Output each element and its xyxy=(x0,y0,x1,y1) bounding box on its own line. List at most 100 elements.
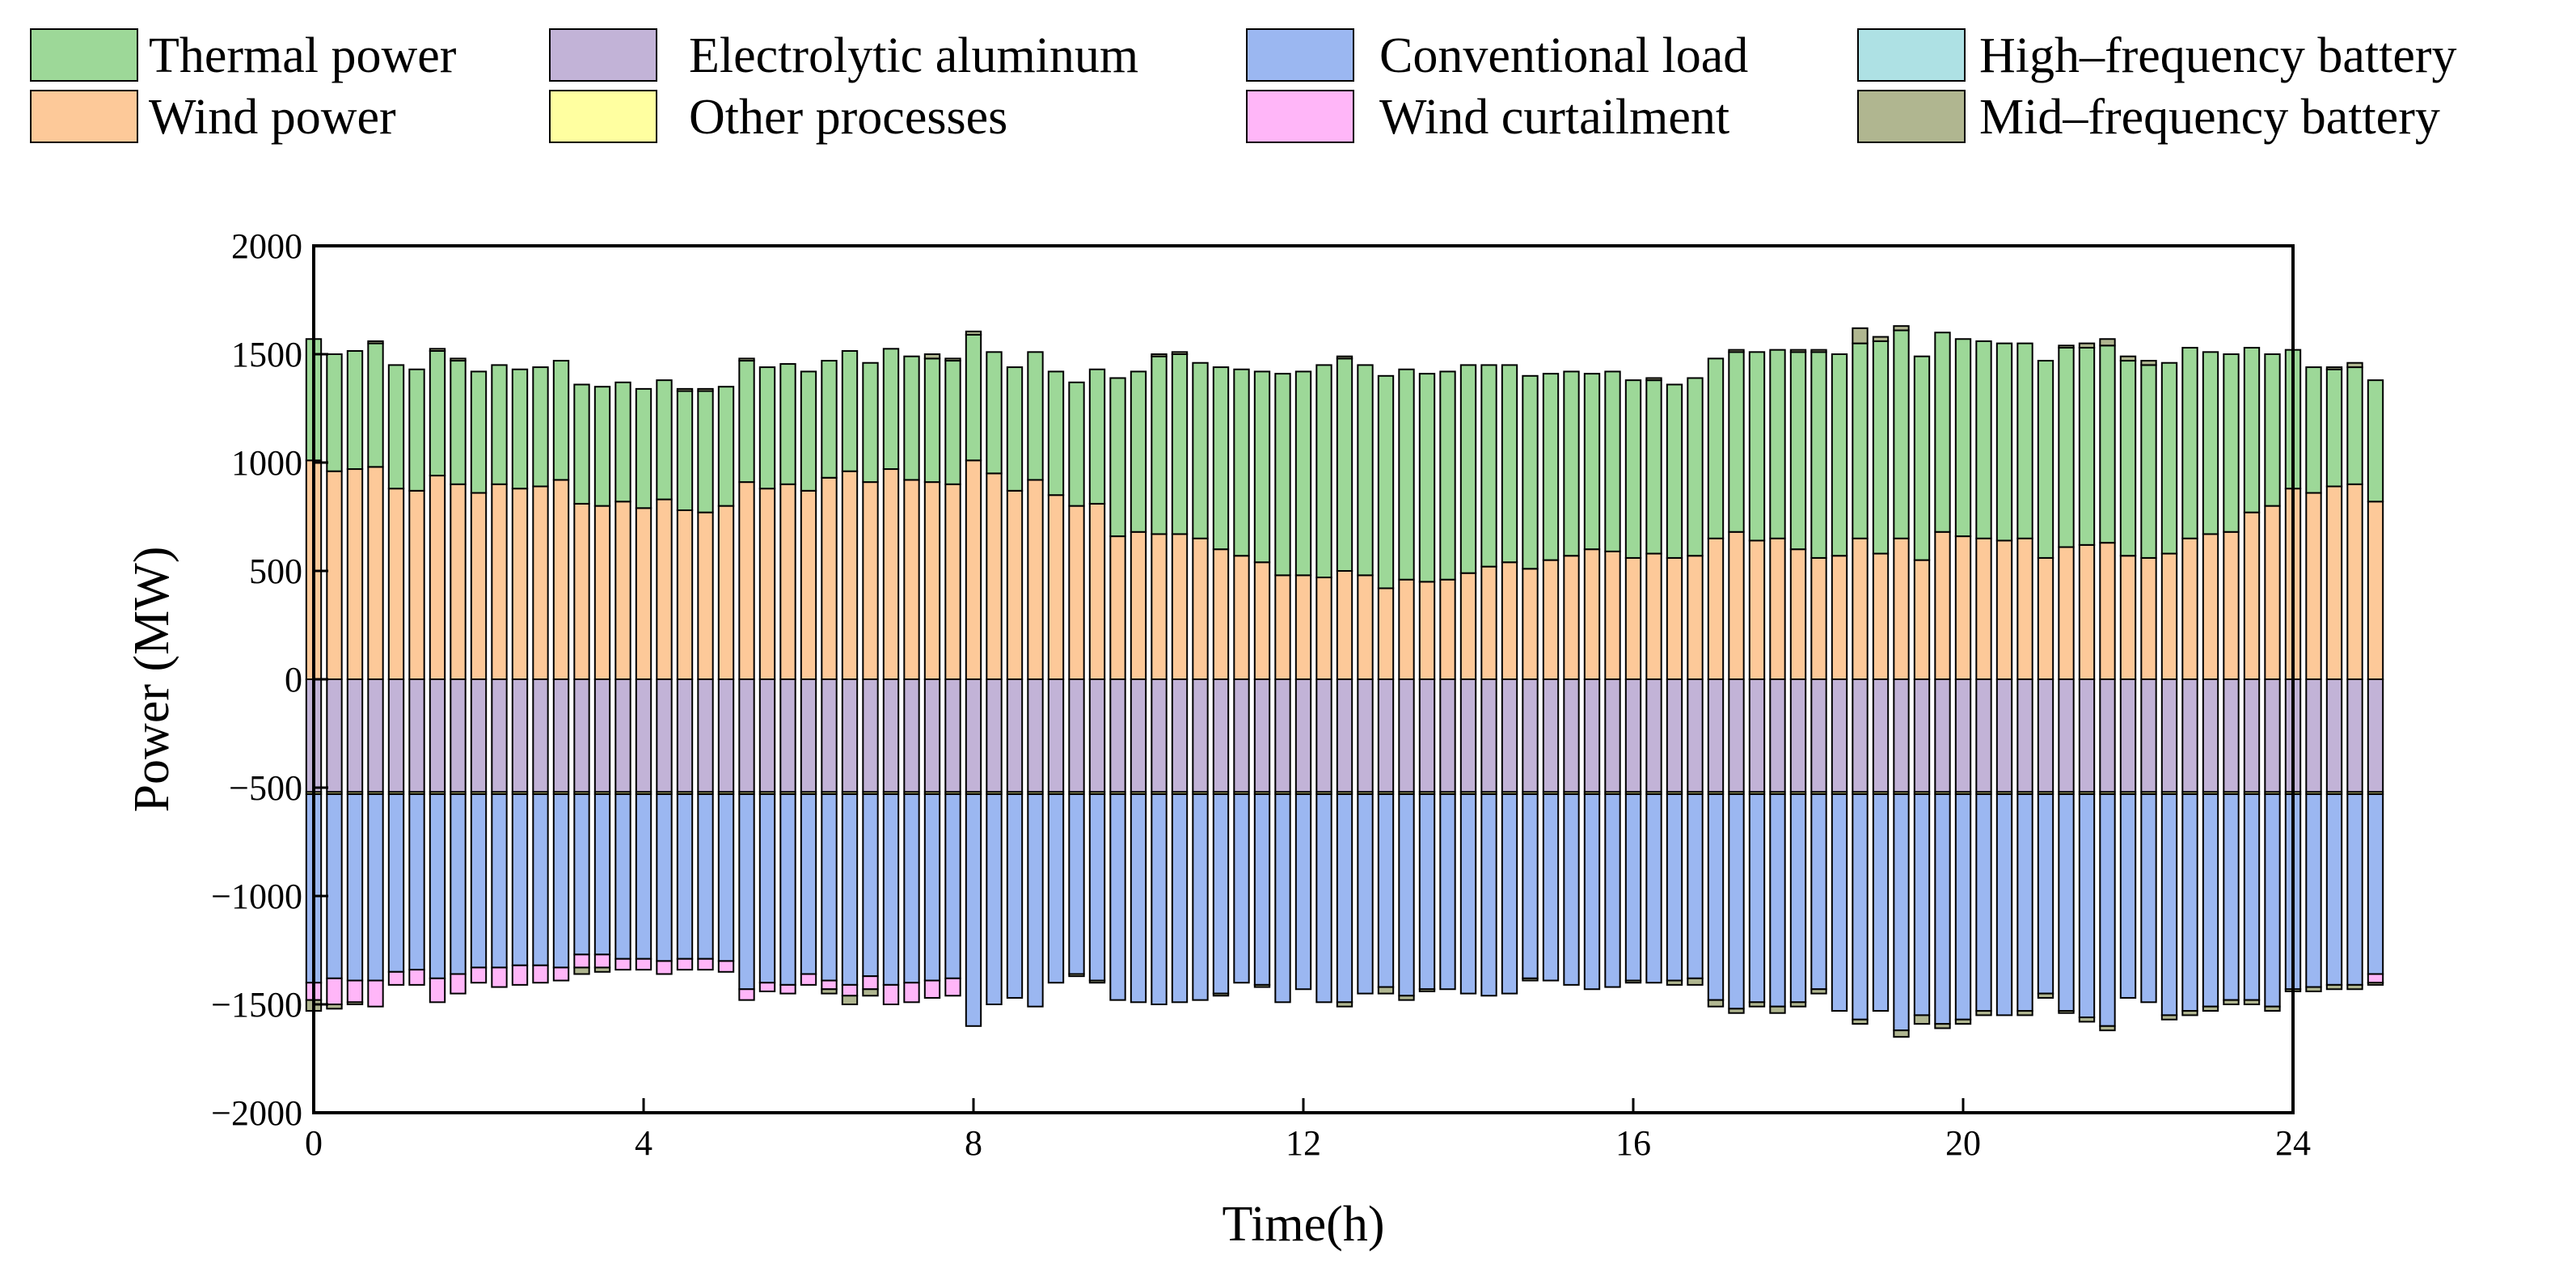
x-tick-label-16: 16 xyxy=(1615,1123,1651,1163)
bar-wind-92 xyxy=(2202,533,2219,680)
bar-thermal-75 xyxy=(1852,342,1869,539)
bar-conv-27 xyxy=(862,793,879,978)
bar-conv-5 xyxy=(408,793,425,971)
bar-alu-25 xyxy=(821,678,838,793)
bar-alu-43 xyxy=(1192,678,1209,793)
bar-alu-76 xyxy=(1872,678,1890,793)
bar-alu-6 xyxy=(429,678,446,793)
bar-alu-11 xyxy=(532,678,549,793)
bar-thermal-47 xyxy=(1274,373,1291,577)
bar-wind-83 xyxy=(2016,537,2033,680)
bar-thermal-77 xyxy=(1893,329,1910,539)
bar-alu-64 xyxy=(1624,678,1642,793)
bar-wind-68 xyxy=(1707,537,1725,680)
bar-wind-95 xyxy=(2264,505,2281,680)
bar-alu-45 xyxy=(1233,678,1250,793)
bar-alu-20 xyxy=(717,678,735,793)
bar-conv-61 xyxy=(1563,793,1580,986)
bar-wind-3 xyxy=(367,466,384,680)
bar-alu-50 xyxy=(1336,678,1353,793)
bar-alu-36 xyxy=(1047,678,1065,793)
bar-thermal-59 xyxy=(1522,374,1539,570)
bar-conv-9 xyxy=(491,793,508,969)
bar-wind-84 xyxy=(2037,556,2054,680)
bar-thermal-78 xyxy=(1913,355,1931,561)
bar-thermal-26 xyxy=(841,349,859,472)
bar-thermal-53 xyxy=(1398,368,1415,581)
bar-wind-53 xyxy=(1398,578,1415,680)
legend-label-mfb: Mid–frequency battery xyxy=(1979,90,2440,145)
bar-mfb_pos-98 xyxy=(2325,366,2343,370)
axes-layer: −2000 −1500 −1000 −500 0 500 1000 1500 2000 0 4 8 12… xyxy=(125,226,2311,1252)
bar-thermal-58 xyxy=(1501,364,1518,564)
bar-thermal-33 xyxy=(986,351,1003,475)
bar-alu-91 xyxy=(2181,678,2198,793)
bar-alu-89 xyxy=(2140,678,2157,793)
bar-conv-4 xyxy=(387,793,405,973)
bar-thermal-60 xyxy=(1542,373,1560,561)
bar-conv-36 xyxy=(1047,793,1065,984)
bar-mfb_neg-85 xyxy=(2058,1010,2075,1014)
bar-wind-9 xyxy=(491,483,508,680)
bar-thermal-3 xyxy=(367,342,384,468)
bar-wind-7 xyxy=(450,483,467,680)
bar-alu-56 xyxy=(1459,678,1477,793)
bar-wind-62 xyxy=(1583,548,1601,681)
bar-curt-10 xyxy=(511,964,529,986)
y-axis-title: Power (MW) xyxy=(125,547,179,813)
legend-label-other: Other processes xyxy=(689,90,1007,145)
bar-wind-66 xyxy=(1666,556,1683,680)
bar-wind-94 xyxy=(2243,511,2261,681)
bar-curt-100 xyxy=(2367,973,2384,984)
bar-thermal-76 xyxy=(1872,340,1890,555)
bar-thermal-56 xyxy=(1459,364,1477,574)
bar-wind-70 xyxy=(1748,539,1766,680)
bar-mfb_pos-19 xyxy=(697,387,714,392)
bar-thermal-43 xyxy=(1192,361,1209,539)
bar-wind-16 xyxy=(635,507,652,681)
bar-mfb_neg-13 xyxy=(573,966,590,975)
bar-wind-24 xyxy=(800,489,817,681)
bar-alu-83 xyxy=(2016,678,2033,793)
bar-thermal-85 xyxy=(2058,346,2075,548)
bar-wind-97 xyxy=(2305,492,2322,681)
bar-wind-98 xyxy=(2325,485,2343,680)
bar-alu-85 xyxy=(2058,678,2075,793)
bar-alu-2 xyxy=(346,678,364,793)
bar-alu-82 xyxy=(1995,678,2013,793)
bar-conv-69 xyxy=(1728,793,1745,1010)
bar-mfb_neg-86 xyxy=(2078,1017,2096,1023)
bar-conv-76 xyxy=(1872,793,1890,1012)
bar-thermal-50 xyxy=(1336,357,1353,572)
bar-wind-33 xyxy=(986,472,1003,681)
bar-alu-48 xyxy=(1294,678,1312,793)
bar-wind-90 xyxy=(2160,552,2178,680)
bar-alu-16 xyxy=(635,678,652,793)
bar-conv-30 xyxy=(923,793,941,982)
bar-mfb_neg-97 xyxy=(2305,986,2322,992)
bar-wind-23 xyxy=(779,483,796,680)
bar-wind-42 xyxy=(1171,533,1189,680)
legend-swatch-hfb xyxy=(1857,28,1966,82)
bar-thermal-94 xyxy=(2243,346,2261,514)
bar-curt-23 xyxy=(779,983,796,995)
bar-wind-38 xyxy=(1088,502,1106,680)
legend-swatch-thermal xyxy=(30,28,138,82)
x-tick-label-8: 8 xyxy=(965,1123,982,1163)
bar-alu-46 xyxy=(1253,678,1271,793)
bar-thermal-8 xyxy=(470,370,488,494)
y-tick-label-2000: 2000 xyxy=(231,226,302,266)
bar-conv-70 xyxy=(1748,793,1766,1004)
bar-thermal-14 xyxy=(593,386,611,507)
bar-thermal-52 xyxy=(1377,374,1395,590)
bar-thermal-6 xyxy=(429,349,446,477)
bar-mfb_neg-99 xyxy=(2346,983,2363,991)
bar-conv-35 xyxy=(1027,793,1044,1008)
bar-curt-6 xyxy=(429,977,446,1004)
bar-alu-10 xyxy=(511,678,529,793)
bar-thermal-95 xyxy=(2264,353,2281,507)
bar-thermal-1 xyxy=(326,353,343,472)
bar-mfb_pos-85 xyxy=(2058,344,2075,349)
bar-wind-81 xyxy=(1975,537,1992,680)
bar-alu-4 xyxy=(387,678,405,793)
